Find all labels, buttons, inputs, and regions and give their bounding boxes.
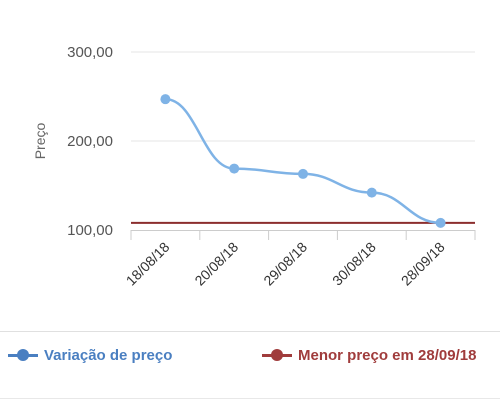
x-tick-label: 28/09/18 <box>398 239 448 289</box>
series-legend-icon <box>8 348 38 362</box>
legend-series-label: Variação de preço <box>44 346 173 364</box>
y-axis-title: Preço <box>32 123 48 160</box>
data-point <box>160 94 171 105</box>
chart-legend: Variação de preço Menor preço em 28/09/1… <box>0 340 500 370</box>
x-tick-label: 20/08/18 <box>191 239 241 289</box>
chart-svg: 100,00 200,00 300,00 Preço 18/08/18 20/08/18 2… <box>32 44 476 289</box>
y-tick-label: 300,00 <box>67 44 113 61</box>
y-tick-label: 100,00 <box>67 222 113 239</box>
reference-legend-icon <box>262 348 292 362</box>
legend-item-reference[interactable]: Menor preço em 28/09/18 <box>262 344 476 366</box>
legend-item-series[interactable]: Variação de preço <box>8 344 172 366</box>
legend-divider <box>0 331 500 332</box>
bottom-divider <box>0 398 500 399</box>
data-point <box>298 168 308 179</box>
legend-reference-label: Menor preço em 28/09/18 <box>298 346 477 364</box>
x-tick-label: 18/08/18 <box>123 239 173 289</box>
data-point <box>366 187 377 198</box>
series-line <box>165 97 441 225</box>
x-tick-label: 29/08/18 <box>260 239 310 289</box>
y-tick-label: 200,00 <box>67 133 113 150</box>
data-point <box>229 163 240 174</box>
x-tick-label: 30/08/18 <box>329 239 379 289</box>
data-point <box>435 217 446 228</box>
price-chart: 100,00 200,00 300,00 Preço 18/08/18 20/08/18 2… <box>32 44 476 289</box>
